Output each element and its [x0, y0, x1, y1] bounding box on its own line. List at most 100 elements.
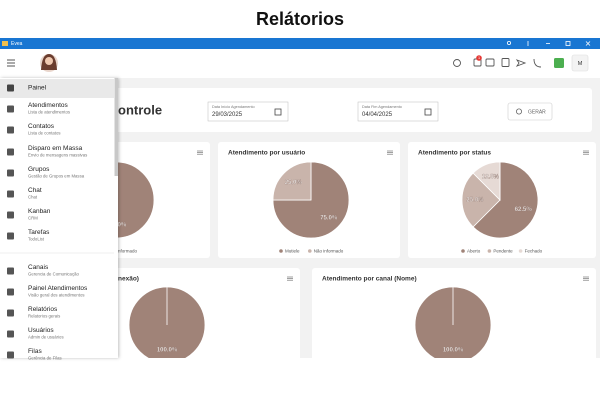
slice-label: 12.5%: [482, 174, 500, 180]
heading: ontrole: [118, 102, 162, 117]
pie-slice: [461, 172, 501, 228]
legend-item[interactable]: Fechado: [518, 248, 543, 253]
active-item-background: [0, 79, 114, 98]
menu-icon: [7, 309, 14, 317]
phone-icon[interactable]: [533, 58, 542, 68]
menu-sublabel: CRM: [28, 216, 38, 221]
slice-label: 75.0%: [320, 215, 338, 221]
menu-sublabel: Lista de atendimentos: [28, 110, 70, 115]
legend-label: Aberto: [467, 248, 481, 253]
window-title: Evea: [11, 41, 23, 47]
menu-icon: [7, 330, 14, 338]
legend-swatch: [461, 249, 465, 253]
refresh-icon: [516, 108, 523, 115]
menu-sublabel: Gestão de Grupos em Massa: [28, 174, 85, 179]
menu-icon: [7, 211, 14, 219]
slice-label: 100.0%: [443, 348, 464, 354]
menu-label: Chat: [28, 187, 42, 194]
maximize-button[interactable]: [565, 41, 571, 46]
start-date-value: 29/03/2025: [212, 112, 243, 118]
slice-label: 25.0%: [466, 198, 484, 204]
menu-label: Relatórios: [28, 306, 58, 313]
app-icon: [2, 41, 8, 46]
legend-swatch: [487, 249, 492, 253]
menu-sublabel: Admin de usuários: [28, 335, 64, 340]
legend-item[interactable]: Não informado: [308, 248, 344, 253]
slice-label: 25.0%: [285, 180, 303, 186]
search-icon[interactable]: [506, 41, 511, 46]
menu-label: Painel Atendimentos: [28, 285, 88, 292]
page-title: Relátorios: [256, 9, 344, 29]
send-icon[interactable]: [515, 59, 527, 67]
legend-label: Não informado: [314, 248, 344, 253]
start-date-field[interactable]: [207, 101, 289, 122]
legend-swatch: [279, 249, 283, 253]
avatar-face: [45, 57, 53, 65]
chart-title: Atendimento por status: [418, 150, 491, 157]
menu-item[interactable]: Painel: [7, 84, 47, 92]
legend-item[interactable]: Aberto: [461, 248, 481, 253]
generate-button-label: GERAR: [528, 109, 546, 115]
chat-icon[interactable]: [453, 59, 461, 67]
end-date-field[interactable]: [357, 101, 439, 122]
menu-sublabel: Gerencia de Comunicação: [28, 272, 79, 277]
chart-card: Atendimento por status 62.5% 25.0% 12.5% Abe…: [408, 142, 596, 258]
status-icon[interactable]: [554, 58, 564, 68]
menu-label: Tarefas: [28, 229, 50, 236]
menu-label: Usuários: [28, 327, 54, 334]
window-controls: [506, 41, 591, 46]
menu-icon: [7, 169, 14, 177]
menu-icon: [7, 190, 14, 198]
calendar-icon[interactable]: [274, 108, 282, 116]
chart-title: Atendimento por canal (Nome): [322, 276, 417, 283]
generate-button[interactable]: [507, 102, 553, 121]
chart-card: Atendimento por usuário 75.0% 25.0% Mutiele…: [218, 142, 400, 258]
user-button[interactable]: [571, 54, 589, 72]
end-date-label: Data Fim Agendamento: [362, 105, 402, 109]
chart-title: Atendimento por usuário: [228, 150, 305, 157]
menu-sublabel: TodoList: [28, 237, 45, 242]
legend-swatch: [308, 249, 312, 253]
menu-icon: [7, 351, 14, 359]
menu-icon: [7, 288, 14, 296]
legend-swatch: [518, 249, 523, 253]
chart-title: nexão): [118, 276, 139, 283]
legend-label: Fechado: [525, 248, 543, 253]
calendar-icon[interactable]: [424, 108, 432, 116]
legend-label: nformado: [118, 248, 138, 253]
legend-item[interactable]: Mutiele: [279, 248, 300, 253]
start-date-label: Data Início Agendamento: [212, 105, 255, 109]
menu-sublabel: Relatorios gerais: [28, 314, 60, 319]
scrollbar[interactable]: [114, 78, 119, 176]
menu-sublabel: Chat: [28, 195, 38, 200]
menu-sublabel: Gerência de Filas: [28, 356, 62, 361]
sidebar-panel: [0, 78, 118, 358]
clipboard-icon[interactable]: [501, 58, 510, 67]
legend-item[interactable]: Pendente: [487, 248, 514, 253]
hamburger[interactable]: [7, 59, 15, 67]
toolbar-icons: [453, 58, 542, 68]
menu-label: Atendimentos: [28, 102, 68, 109]
menu-sublabel: Envio de mensagens massivas: [28, 153, 87, 158]
message-icon[interactable]: [485, 58, 495, 67]
menu-label: Kanban: [28, 208, 51, 215]
menu-label: Canais: [28, 264, 49, 271]
menu-label: Painel: [28, 85, 47, 92]
slice-label: 62.5%: [515, 207, 533, 213]
close-button[interactable]: [585, 41, 591, 46]
menu-sublabel: Lista de contatos: [28, 131, 61, 136]
